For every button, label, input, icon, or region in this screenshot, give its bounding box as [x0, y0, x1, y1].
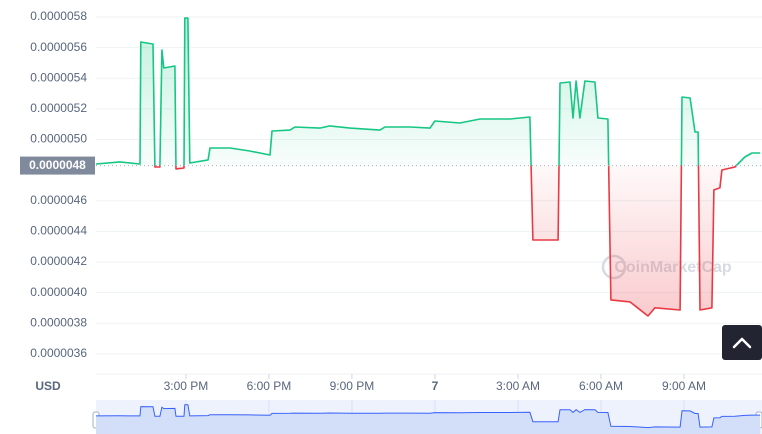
y-tick-label: 0.0000050	[30, 132, 87, 146]
reference-label-box	[20, 156, 95, 175]
x-tick-label: 6:00 PM	[247, 379, 292, 393]
price-area	[96, 18, 761, 316]
x-tick-label: 6:00 AM	[579, 379, 623, 393]
y-tick-label: 0.0000054	[30, 70, 87, 84]
y-tick-label: 0.0000042	[30, 254, 87, 268]
y-tick-label: 0.0000038	[30, 315, 87, 329]
x-tick-label: 9:00 PM	[330, 379, 375, 393]
x-tick-label: 3:00 AM	[496, 379, 540, 393]
y-tick-label: 0.0000056	[30, 40, 87, 54]
currency-label: USD	[35, 379, 61, 393]
price-line	[95, 17, 761, 317]
y-tick-label: 0.0000046	[30, 193, 87, 207]
navigator-line	[95, 404, 761, 429]
grid	[96, 16, 762, 355]
scroll-top-button[interactable]	[722, 325, 762, 360]
x-tick-label: 3:00 PM	[164, 379, 209, 393]
y-tick-label: 0.0000036	[30, 346, 87, 360]
y-tick-label: 0.0000044	[30, 224, 87, 238]
x-tick-label: 9:00 AM	[662, 379, 706, 393]
reference-label: 0.0000048	[29, 158, 86, 172]
x-tick-label: 7	[432, 379, 439, 393]
y-tick-label: 0.0000058	[30, 9, 87, 23]
scroll-top-icon	[732, 337, 752, 349]
navigator-area	[96, 404, 761, 434]
y-tick-label: 0.0000052	[30, 101, 87, 115]
y-tick-label: 0.0000040	[30, 285, 87, 299]
